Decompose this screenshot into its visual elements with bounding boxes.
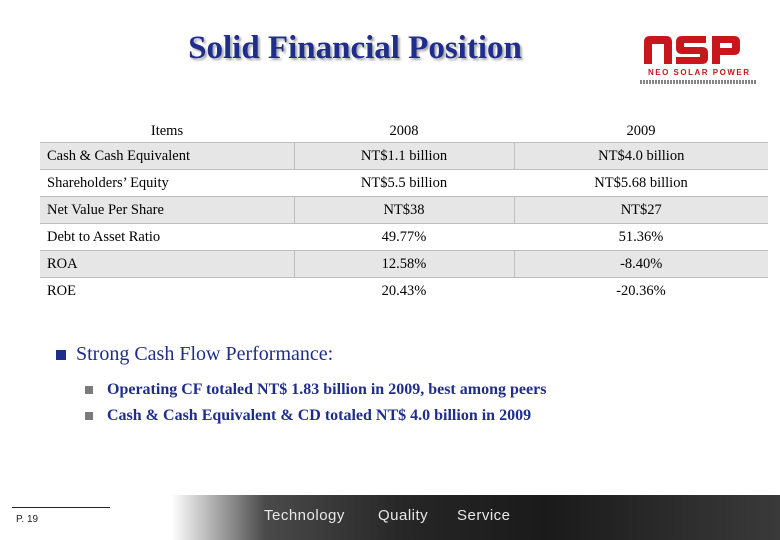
- row-label: Cash & Cash Equivalent: [40, 142, 294, 170]
- square-bullet-icon: [85, 412, 93, 420]
- main-bullet: Strong Cash Flow Performance:: [56, 343, 333, 366]
- table-header-row: Items 2008 2009: [40, 120, 768, 143]
- value-2008: 20.43%: [381, 282, 427, 299]
- row-label: Debt to Asset Ratio: [47, 228, 161, 245]
- value-2009: -20.36%: [616, 282, 666, 299]
- value-2008: NT$38: [293, 196, 514, 224]
- value-2008: NT$1.1 billion: [293, 142, 514, 170]
- slide-title: Solid Financial Position: [188, 30, 522, 66]
- value-2008: NT$5.5 billion: [360, 174, 448, 191]
- table-row: ROA 12.58% -8.40%: [40, 250, 768, 278]
- value-2009: 51.36%: [618, 228, 664, 245]
- page-number: P. 19: [16, 514, 39, 525]
- square-bullet-icon: [85, 386, 93, 394]
- header-2009: 2009: [626, 122, 656, 139]
- sub-bullet-text: Cash & Cash Equivalent & CD totaled NT$ …: [107, 407, 532, 424]
- footer-word-technology: Technology: [264, 507, 345, 524]
- row-label: ROA: [40, 250, 294, 278]
- square-bullet-icon: [56, 349, 66, 360]
- value-2009: NT$27: [513, 196, 768, 224]
- table-row: Net Value Per Share NT$38 NT$27: [40, 196, 768, 224]
- list-item: Operating CF totaled NT$ 1.83 billion in…: [85, 377, 546, 403]
- row-label: Net Value Per Share: [40, 196, 294, 224]
- financial-table: Items 2008 2009 Cash & Cash Equivalent N…: [40, 120, 768, 304]
- value-2009: NT$4.0 billion: [513, 142, 768, 170]
- table-row: Cash & Cash Equivalent NT$1.1 billion NT…: [40, 142, 768, 170]
- footer-word-quality: Quality: [378, 507, 429, 524]
- bullet-heading: Strong Cash Flow Performance:: [76, 343, 334, 365]
- value-2008: 49.77%: [381, 228, 427, 245]
- value-2009: NT$5.68 billion: [594, 174, 688, 191]
- sub-bullet-list: Operating CF totaled NT$ 1.83 billion in…: [85, 377, 546, 429]
- logo-tagline: NEO SOLAR POWER: [648, 68, 751, 77]
- value-2009: -8.40%: [513, 250, 768, 278]
- table-row: Shareholders’ Equity NT$5.5 billion NT$5…: [40, 170, 768, 197]
- header-2008: 2008: [389, 122, 419, 139]
- table-row: Debt to Asset Ratio 49.77% 51.36%: [40, 224, 768, 251]
- nsp-logo-icon: [644, 36, 740, 64]
- logo-fine-print: [640, 80, 756, 84]
- sub-bullet-text: Operating CF totaled NT$ 1.83 billion in…: [107, 381, 547, 398]
- value-2008: 12.58%: [293, 250, 514, 278]
- list-item: Cash & Cash Equivalent & CD totaled NT$ …: [85, 403, 546, 429]
- company-logo: NEO SOLAR POWER: [638, 34, 758, 94]
- header-items: Items: [150, 122, 184, 139]
- row-label: Shareholders’ Equity: [47, 174, 169, 191]
- footer-divider: [12, 507, 110, 508]
- row-label: ROE: [47, 282, 76, 299]
- table-row: ROE 20.43% -20.36%: [40, 278, 768, 305]
- footer-bar: P. 19 Technology Quality Service: [0, 495, 780, 540]
- footer-word-service: Service: [457, 507, 511, 524]
